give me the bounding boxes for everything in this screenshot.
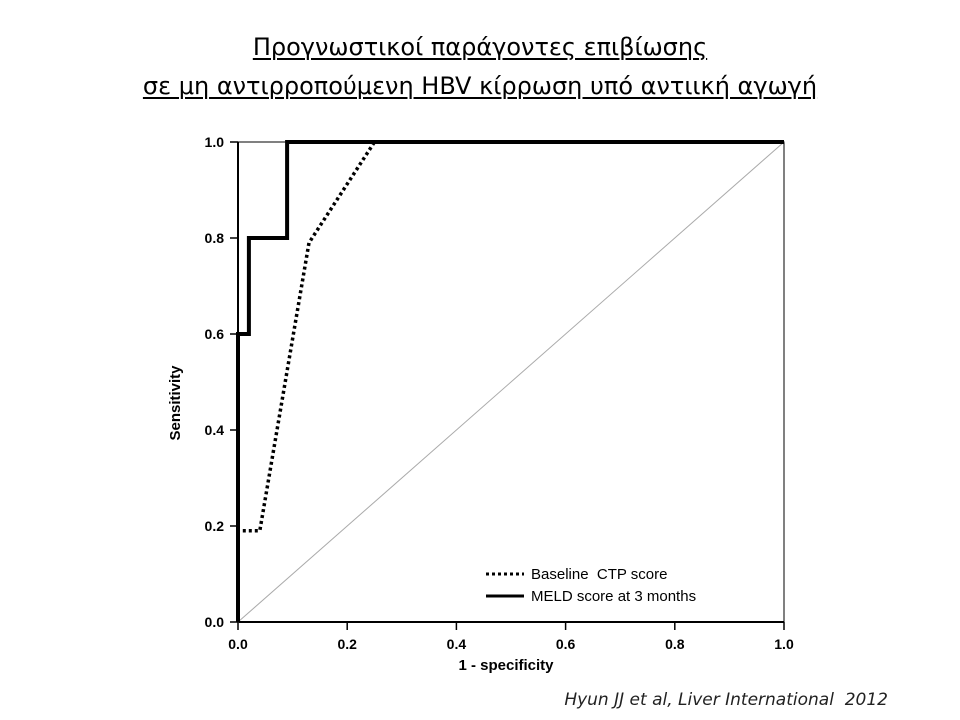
slide-title: Προγνωστικοί παράγοντες επιβίωσης σε μη … bbox=[0, 28, 960, 106]
x-axis-label: 1 - specificity bbox=[458, 657, 554, 674]
x-tick-label: 0.4 bbox=[447, 636, 467, 652]
reference-diagonal-line bbox=[237, 141, 785, 623]
roc-chart: 0.0 0.2 0.4 0.6 0.8 1.0 0.0 0.2 0.4 0.6 0.8 1.0 1 -… bbox=[150, 118, 820, 688]
citation: Hyun JJ et al, Liver International 2012 bbox=[564, 690, 888, 710]
y-tick-label: 0.8 bbox=[205, 230, 225, 246]
x-tick-label: 0.8 bbox=[665, 636, 685, 652]
y-axis-label: Sensitivity bbox=[167, 365, 184, 441]
legend: Baseline CTP score MELD score at 3 month… bbox=[486, 566, 696, 605]
x-tick-label: 1.0 bbox=[774, 636, 794, 652]
legend-label-meld: MELD score at 3 months bbox=[531, 588, 696, 605]
y-tick-label: 1.0 bbox=[205, 134, 225, 150]
legend-label-ctp: Baseline CTP score bbox=[531, 566, 667, 583]
y-tick-label: 0.6 bbox=[205, 326, 225, 342]
plot-area: 0.0 0.2 0.4 0.6 0.8 1.0 0.0 0.2 0.4 0.6 0.8 1.0 bbox=[205, 134, 794, 652]
roc-chart-svg: 0.0 0.2 0.4 0.6 0.8 1.0 0.0 0.2 0.4 0.6 0.8 1.0 1 -… bbox=[167, 134, 794, 674]
series-line-meld bbox=[236, 140, 784, 622]
x-tick-label: 0.2 bbox=[337, 636, 357, 652]
y-tick-label: 0.2 bbox=[205, 518, 225, 534]
x-tick-label: 0.6 bbox=[556, 636, 576, 652]
x-tick-label: 0.0 bbox=[228, 636, 248, 652]
y-tick-label: 0.4 bbox=[205, 422, 225, 438]
series-line-baseline-ctp bbox=[236, 140, 784, 622]
title-line-1: Προγνωστικοί παράγοντες επιβίωσης bbox=[252, 33, 708, 61]
y-tick-label: 0.0 bbox=[205, 614, 225, 630]
title-line-2: σε μη αντιρροπούμενη HBV κίρρωση υπό αντ… bbox=[142, 72, 818, 100]
